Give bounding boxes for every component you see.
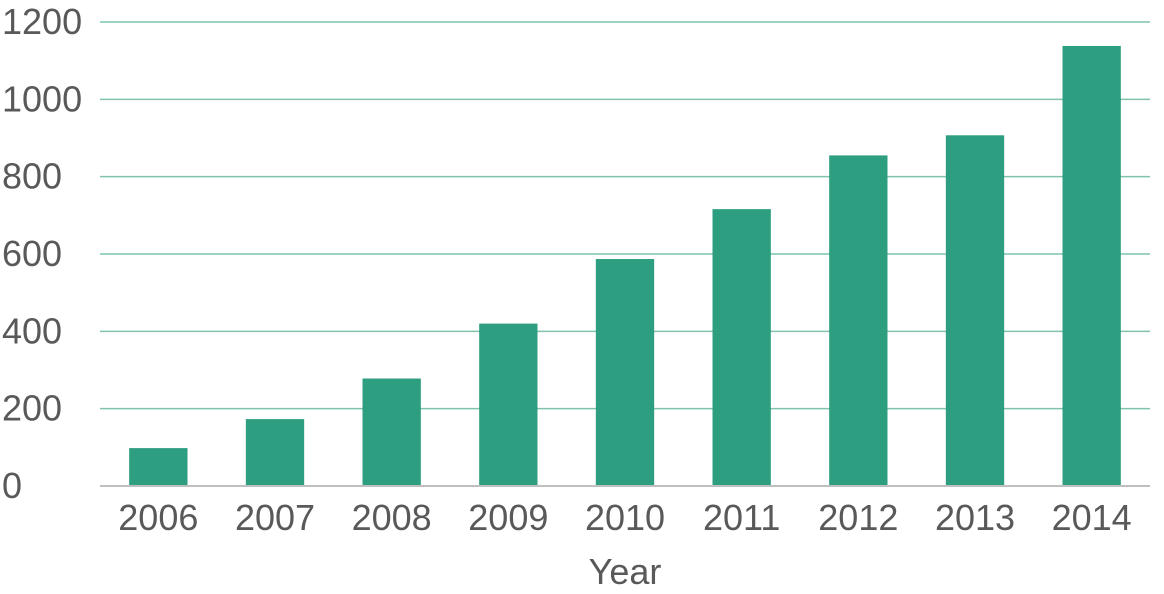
bar-2009 [479, 323, 538, 486]
bars [129, 45, 1121, 487]
x-tick-label: 2013 [935, 497, 1015, 538]
y-tick-label: 0 [2, 465, 22, 506]
x-tick-label: 2007 [235, 497, 315, 538]
y-tick-label: 600 [2, 233, 62, 274]
y-tick-label: 800 [2, 156, 62, 197]
y-tick-label: 400 [2, 310, 62, 351]
bar-2006 [129, 448, 188, 486]
y-tick-label: 1000 [2, 78, 82, 119]
y-tick-label: 200 [2, 388, 62, 429]
x-tick-label: 2012 [818, 497, 898, 538]
x-axis-ticks: 2006 2007 2008 2009 2010 2011 2012 2013 2014 [118, 497, 1131, 538]
y-axis-ticks: 0 200 400 600 800 1000 1200 [2, 1, 82, 506]
x-tick-label: 2014 [1052, 497, 1132, 538]
bar-2013 [945, 135, 1005, 486]
bar-2014 [1062, 45, 1121, 487]
bar-2010 [595, 259, 655, 486]
bar-2008 [362, 378, 421, 486]
x-tick-label: 2006 [118, 497, 198, 538]
y-tick-label: 1200 [2, 1, 82, 42]
x-tick-label: 2011 [703, 497, 780, 538]
bar-2007 [245, 419, 305, 486]
bar-2012 [829, 155, 888, 486]
x-tick-label: 2010 [585, 497, 665, 538]
x-axis-title: Year [589, 551, 662, 592]
x-tick-label: 2009 [468, 497, 548, 538]
bar-2011 [712, 209, 771, 486]
x-tick-label: 2008 [352, 497, 432, 538]
